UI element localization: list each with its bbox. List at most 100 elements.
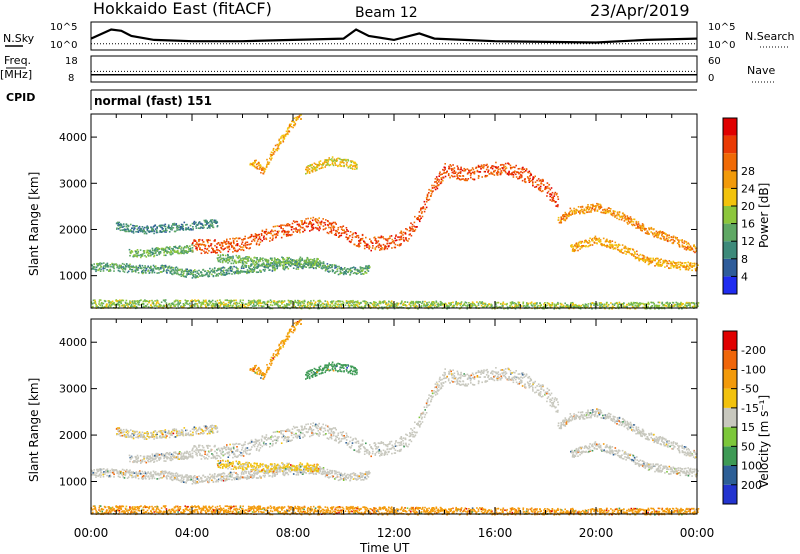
power-cell [666,265,668,267]
power-cell [270,230,272,233]
power-cell [158,253,160,256]
power-cell [271,157,273,159]
power-cell [225,271,228,274]
power-cell [123,306,125,308]
power-cell [197,244,200,247]
power-cell [260,264,263,267]
power-cell [578,244,580,246]
power-cell [579,248,581,250]
power-cell [670,267,672,269]
power-cell [332,160,334,162]
power-cell [184,245,186,248]
power-cell [303,302,305,305]
power-cell [296,117,299,119]
power-cell [347,159,350,162]
power-cell [581,206,584,208]
power-cell [282,258,285,260]
power-cell [246,270,249,273]
power-cell [556,204,558,207]
power-cell [304,306,307,308]
power-cell [629,216,632,218]
power-cell [440,182,443,184]
power-cell [110,302,112,305]
power-cell [589,237,591,240]
power-cell [312,228,314,231]
power-cell [280,300,283,302]
power-cell [555,193,558,196]
power-cell [275,301,278,303]
power-cell [450,174,453,177]
power-cell [597,240,600,242]
power-cell [368,247,370,250]
power-cell [122,226,124,228]
power-cell [609,241,612,244]
power-cell [257,301,260,304]
power-cell [472,168,475,171]
power-cell [123,271,126,273]
power-cell [437,302,440,305]
power-cell [379,236,382,239]
power-cell [141,230,144,232]
power-cell [215,246,218,248]
power-cell [315,267,317,270]
power-cell [388,301,390,303]
power-cell [341,300,344,303]
power-cell [282,228,284,230]
power-cell [128,303,130,306]
power-cell [155,303,158,305]
power-cell [140,256,142,259]
power-cell [205,221,208,224]
power-cell [331,305,334,308]
power-cell [138,225,141,228]
power-cell [213,304,215,307]
power-cell [170,228,173,231]
freq-panel-frame [90,55,698,83]
power-cell [634,253,636,255]
power-cell [260,234,263,237]
power-cell [375,301,377,304]
power-cell [116,300,119,302]
power-cell [143,250,145,253]
power-cell [300,118,302,120]
power-cell [531,179,533,182]
power-cell [258,237,261,240]
power-cell [405,228,407,230]
power-cell [324,305,326,308]
power-cell [237,261,240,263]
power-cell [277,306,280,308]
power-cell [330,230,333,232]
power-cell [247,259,249,261]
power-cell [347,237,350,239]
power-cell [314,262,316,265]
power-cell [340,232,343,235]
power-cell [253,270,255,272]
power-cell [482,167,485,169]
power-cell [151,306,153,308]
power-cell [286,224,289,227]
power-cell [332,164,335,167]
power-cell [263,305,265,307]
power-cell [251,271,254,273]
power-cell [252,161,254,164]
power-cell [619,216,622,218]
power-cell [550,194,553,196]
power-cell [614,241,617,244]
power-cell [219,268,221,270]
power-cell [398,236,401,238]
power-cell [151,302,154,304]
power-cell [564,211,567,214]
power-cell [230,299,232,302]
power-cell [237,249,239,252]
power-cell [208,245,210,248]
power-cell [557,219,560,221]
power-cell [139,299,141,302]
power-cell [259,164,262,166]
power-cell [687,261,689,264]
power-cell [139,229,141,231]
power-cell [497,306,500,309]
power-cell [203,226,205,229]
power-cell [207,239,210,241]
power-cell [126,271,129,274]
power-cell [243,270,246,273]
power-cell [429,303,432,305]
